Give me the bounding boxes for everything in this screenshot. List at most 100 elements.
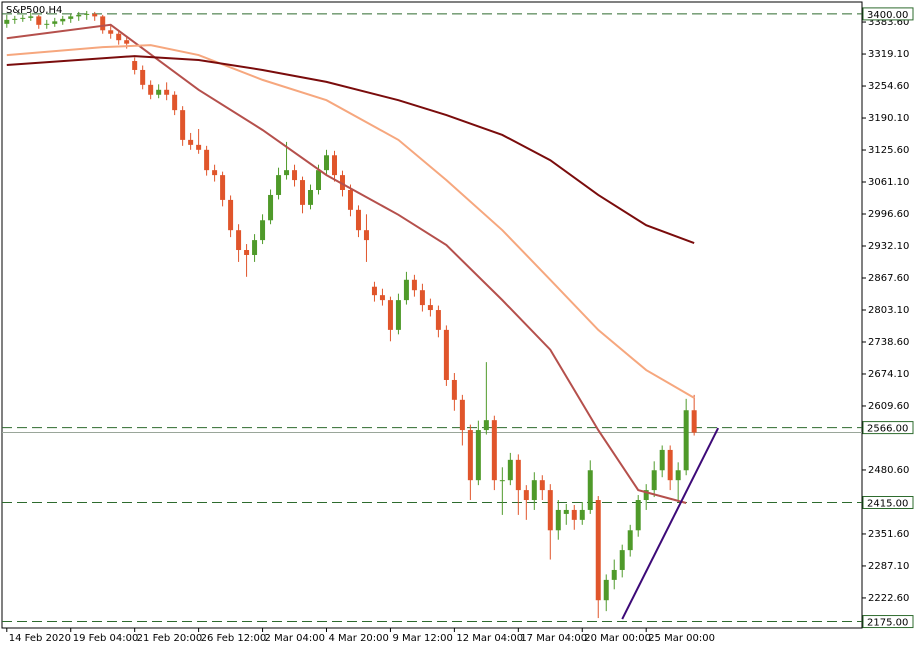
candle-body (691, 410, 697, 433)
x-tick-label: 19 Feb 04:00 (73, 633, 139, 644)
candle-body (204, 149, 210, 171)
candle-body (292, 170, 298, 181)
trend-line (621, 427, 720, 620)
candle-body (451, 379, 457, 400)
candle-body (212, 170, 218, 176)
candle-body (603, 579, 609, 601)
candle-body (180, 110, 186, 140)
candle-body (316, 170, 322, 190)
candle-body (244, 250, 250, 255)
moving-average (6, 23, 687, 504)
level-label-box (862, 615, 914, 629)
candle-body (443, 329, 449, 380)
moving-average (6, 55, 695, 245)
y-tick-label: 2738.60 (868, 337, 909, 348)
candle-body (419, 290, 425, 306)
candle-body (148, 84, 154, 95)
candle-body (395, 300, 401, 330)
y-tick-label: 3319.10 (868, 49, 909, 60)
candle-body (140, 69, 146, 85)
candle-body (44, 23, 50, 25)
candle-body (459, 399, 465, 431)
x-tick-label: 17 Mar 04:00 (520, 633, 587, 644)
candle-body (276, 175, 282, 195)
candle-body (363, 230, 369, 241)
candle-body (108, 30, 114, 34)
candle-body (308, 189, 314, 205)
level-label-box (862, 421, 914, 435)
x-tick-label: 14 Feb 2020 (9, 633, 71, 644)
candle-body (555, 509, 561, 531)
level-label-box (862, 7, 914, 21)
level-label: 2566.00 (867, 424, 908, 435)
candle-body (260, 220, 266, 241)
candle-body (563, 509, 569, 514)
candle-body (323, 155, 329, 171)
candle-body (483, 420, 489, 431)
candle-body (467, 430, 473, 481)
candle-body (188, 139, 194, 145)
candle-body (507, 459, 513, 481)
candle-body (547, 490, 553, 531)
level-label: 3400.00 (867, 10, 908, 21)
x-tick-label: 4 Mar 20:00 (328, 633, 388, 644)
y-tick-label: 3254.60 (868, 81, 909, 92)
candle-body (539, 480, 545, 491)
candle-body (595, 500, 601, 601)
candle-body (411, 279, 417, 291)
y-tick-label: 2609.60 (868, 401, 909, 412)
candle-body (435, 310, 441, 330)
candle-body (124, 40, 130, 44)
level-label-box (862, 496, 914, 510)
candle-body (675, 470, 681, 481)
candle-body (627, 530, 633, 551)
candle-body (331, 155, 337, 176)
candle-body (523, 490, 529, 501)
candle-body (52, 21, 58, 24)
chart-title: S&P500,H4 (6, 5, 62, 16)
candle-body (236, 230, 242, 251)
candle-body (36, 16, 42, 25)
x-tick-label: 2 Mar 04:00 (265, 633, 325, 644)
y-tick-label: 3125.60 (868, 145, 909, 156)
candle-body (220, 175, 226, 200)
candle-body (68, 16, 74, 19)
candle-body (76, 14, 82, 17)
y-tick-label: 2287.10 (868, 561, 909, 572)
candle-body (667, 449, 673, 481)
candle-body (531, 480, 537, 501)
level-label: 2175.00 (867, 618, 908, 629)
candle-body (403, 279, 409, 301)
candle-body (475, 430, 481, 481)
candle-body (427, 305, 433, 311)
y-tick-label: 3190.10 (868, 113, 909, 124)
level-label: 2415.00 (867, 499, 908, 510)
candle-body (164, 89, 170, 95)
candle-body (515, 459, 521, 491)
candle-body (339, 175, 345, 190)
candle-body (156, 89, 162, 95)
y-tick-label: 3061.10 (868, 177, 909, 188)
candle-body (20, 17, 26, 19)
candle-body (371, 286, 377, 296)
y-tick-label: 2480.60 (868, 465, 909, 476)
x-tick-label: 21 Feb 20:00 (137, 633, 203, 644)
candle-body (300, 180, 306, 205)
candle-body (228, 199, 234, 231)
candle-body (499, 480, 505, 482)
y-tick-label: 2351.60 (868, 529, 909, 540)
candle-body (252, 240, 258, 255)
candle-body (132, 61, 138, 70)
candle-body (196, 144, 202, 150)
y-tick-label: 2996.60 (868, 209, 909, 220)
x-tick-label: 20 Mar 00:00 (584, 633, 651, 644)
x-tick-label: 26 Feb 12:00 (201, 633, 267, 644)
candle-body (4, 19, 10, 24)
candle-body (28, 16, 34, 18)
candle-body (643, 490, 649, 501)
candle-body (635, 500, 641, 531)
candle-body (172, 94, 178, 111)
y-tick-label: 3383.60 (868, 17, 909, 28)
